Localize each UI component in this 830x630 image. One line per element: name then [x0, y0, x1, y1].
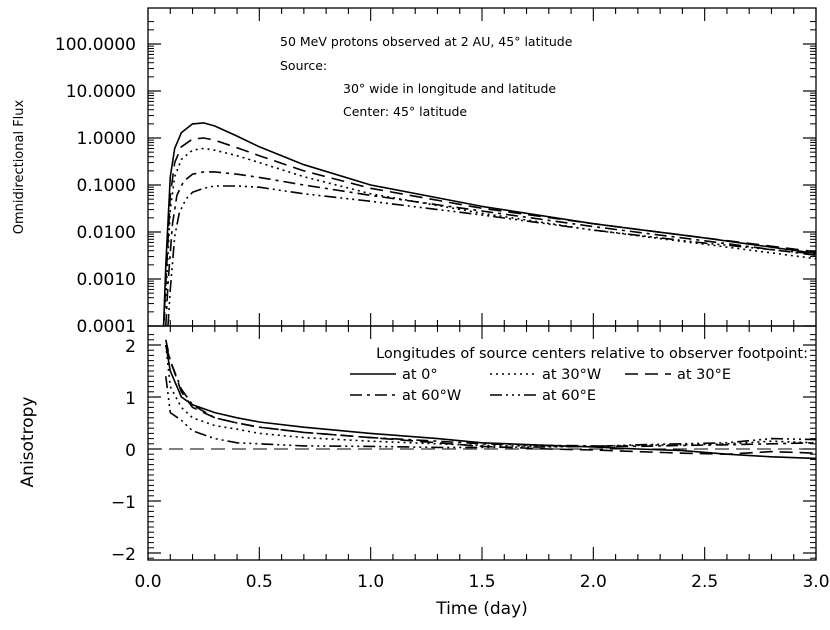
x-axis-label: Time (day)	[435, 599, 528, 619]
anisotropy-y-tick-label: −1	[111, 493, 136, 513]
flux-series-lines	[162, 122, 817, 327]
x-tick-label: 3.0	[802, 572, 829, 592]
anisotropy-y-tick-label: 2	[125, 337, 136, 357]
legend: at 0° at 30°W at 30°E at 60°W at 60°E	[350, 367, 731, 404]
x-tick-label: 0.0	[134, 572, 161, 592]
anisotropy-series-line-solid	[165, 344, 817, 460]
flux-annotation-line-4: Center: 45° latitude	[343, 104, 467, 119]
x-tick-label: 2.5	[691, 572, 718, 592]
flux-annotation-line-2: Source:	[280, 58, 327, 73]
flux-series-line-solid	[162, 122, 817, 327]
flux-y-tick-label: 0.0001	[77, 317, 136, 337]
flux-x-ticks	[147, 8, 817, 326]
flux-panel: 100.0000 10.0000 1.0000 0.1000 0.0100 0.0010 0…	[12, 7, 817, 337]
anisotropy-series-line-dashdotdotdot	[165, 376, 817, 449]
anisotropy-panel: 2 1 0 −1 −2 0.0 0.5 1.0 1.5 2.0 2.5 3.0 Anisotropy…	[18, 325, 830, 619]
legend-label: at 30°E	[677, 367, 731, 383]
x-tick-label: 1.0	[357, 572, 384, 592]
flux-annotation-line-3: 30° wide in longitude and latitude	[343, 81, 556, 96]
flux-annotation-line-1: 50 MeV protons observed at 2 AU, 45° lat…	[280, 34, 573, 49]
anisotropy-y-tick-label: 0	[125, 441, 136, 461]
anisotropy-series-lines	[148, 339, 817, 460]
anisotropy-y-tick-label: 1	[125, 389, 136, 409]
legend-label: at 30°W	[542, 367, 601, 383]
anisotropy-y-tick-label: −2	[111, 545, 136, 565]
anisotropy-series-line-dashdot	[165, 339, 817, 448]
anisotropy-y-ticks: 2 1 0 −1 −2	[111, 334, 816, 565]
flux-series-line-dashdotdotdot	[167, 185, 817, 327]
flux-y-tick-label: 0.0100	[77, 223, 136, 243]
anisotropy-y-axis-label: Anisotropy	[18, 397, 38, 488]
legend-label: at 60°E	[542, 388, 596, 404]
flux-y-tick-label: 0.1000	[77, 176, 136, 196]
flux-y-tick-label: 1.0000	[77, 129, 136, 149]
x-tick-label: 1.5	[468, 572, 495, 592]
legend-label: at 60°W	[402, 388, 461, 404]
flux-series-line-longdash	[162, 137, 817, 327]
flux-y-tick-label: 0.0010	[77, 270, 136, 290]
anisotropy-x-ticks: 0.0 0.5 1.0 1.5 2.0 2.5 3.0	[134, 326, 830, 592]
anisotropy-series-line-longdash	[165, 344, 817, 456]
anisotropy-series-line-dot	[165, 344, 817, 448]
flux-y-ticks: 100.0000 10.0000 1.0000 0.1000 0.0100 0.0010 0…	[55, 21, 816, 337]
flux-series-line-dashdot	[165, 171, 817, 327]
flux-plot-frame	[147, 7, 817, 327]
legend-title: Longitudes of source centers relative to…	[376, 346, 808, 362]
flux-y-tick-label: 10.0000	[66, 82, 136, 102]
flux-series-line-dot	[162, 147, 817, 327]
flux-y-axis-label: Omnidirectional Flux	[12, 99, 27, 234]
flux-y-tick-label: 100.0000	[55, 35, 136, 55]
legend-label: at 0°	[402, 367, 438, 383]
x-tick-label: 2.0	[580, 572, 607, 592]
x-tick-label: 0.5	[246, 572, 273, 592]
